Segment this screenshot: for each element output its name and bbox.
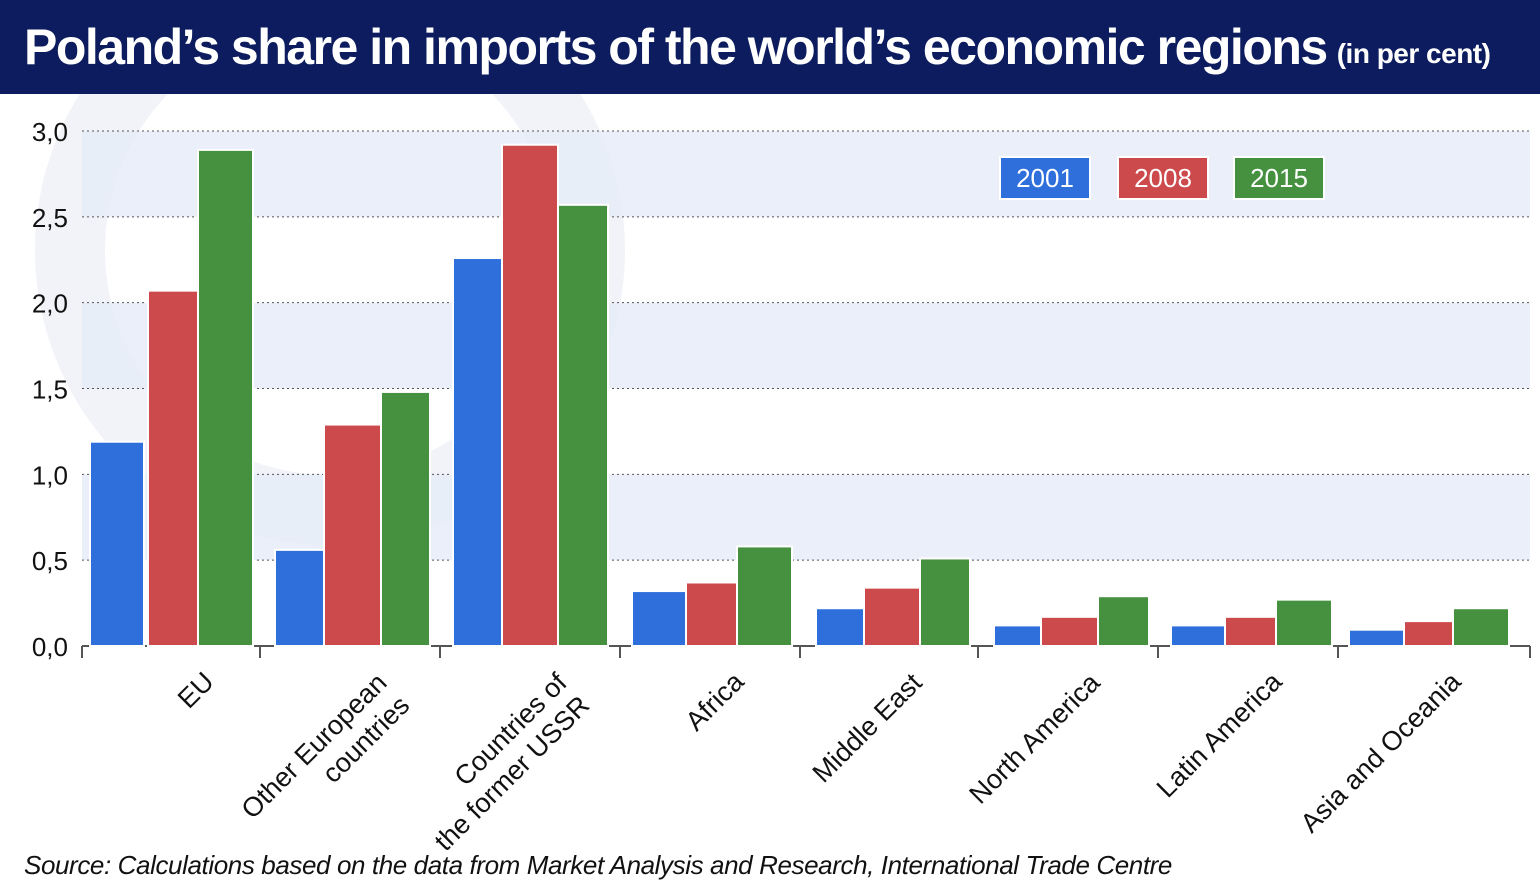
x-category-label: EU <box>172 666 220 714</box>
grid-band <box>82 474 1530 561</box>
source-note: Source: Calculations based on the data f… <box>24 850 1172 880</box>
x-category-label: Latin America <box>1151 666 1289 804</box>
x-category-label-line: North America <box>963 667 1106 810</box>
x-category-label: Africa <box>680 666 751 737</box>
bar-2001 <box>89 440 145 648</box>
grid-band <box>82 302 1530 389</box>
y-tick-label: 2,0 <box>32 289 68 319</box>
bar-2001 <box>815 607 865 648</box>
y-tick-label: 3,0 <box>32 117 68 147</box>
chart-subtitle: (in per cent) <box>1336 38 1491 69</box>
x-category-label-line: EU <box>172 666 220 714</box>
x-category-label: Middle East <box>807 667 928 788</box>
title-bar: Poland’s share in imports of the world’s… <box>0 0 1540 94</box>
y-tick-label: 1,0 <box>32 460 68 490</box>
bar-2015 <box>197 148 254 648</box>
legend-swatch-2008 <box>1117 156 1209 200</box>
legend-label-2015: 2015 <box>1250 163 1308 193</box>
x-category-label-line: Asia and Oceania <box>1295 666 1468 839</box>
legend-swatch-2001 <box>999 156 1091 200</box>
bar-2001 <box>1348 628 1405 647</box>
x-category-label: Asia and Oceania <box>1295 666 1468 839</box>
bar-2008 <box>501 143 559 647</box>
bar-2015 <box>1452 607 1510 648</box>
legend-swatch-2015 <box>1233 156 1325 200</box>
x-category-label-line: Africa <box>680 666 751 737</box>
bar-2008 <box>863 586 921 647</box>
bar-2015 <box>1275 598 1333 647</box>
bar-chart: 0,0 0,5 1,0 1,5 2,0 2,5 3,0 EU Other Europeancou… <box>32 94 1531 850</box>
bar-2001 <box>1170 624 1226 648</box>
bar-2015 <box>919 557 971 648</box>
bar-2001 <box>452 257 503 648</box>
bar-2015 <box>1097 595 1150 648</box>
y-tick-label: 0,5 <box>32 546 68 576</box>
bar-2001 <box>274 548 325 647</box>
x-category-label-line: Latin America <box>1151 666 1289 804</box>
legend-label-2008: 2008 <box>1134 163 1192 193</box>
legend-label-2001: 2001 <box>1016 163 1074 193</box>
bar-2015 <box>557 203 609 647</box>
bar-2008 <box>1224 615 1277 647</box>
bar-2008 <box>685 581 738 648</box>
x-category-label-line: Middle East <box>807 667 928 788</box>
y-tick-label: 2,5 <box>32 203 68 233</box>
y-tick-label: 0,0 <box>32 632 68 662</box>
bar-2001 <box>993 624 1042 648</box>
bar-2008 <box>1403 620 1454 648</box>
bar-2008 <box>323 423 382 647</box>
bar-2008 <box>1040 615 1099 647</box>
x-category-label: North America <box>963 667 1106 810</box>
bar-2001 <box>631 590 687 648</box>
bar-2015 <box>736 545 793 647</box>
bar-2015 <box>380 390 431 647</box>
y-tick-label: 1,5 <box>32 375 68 405</box>
chart-title: Poland’s share in imports of the world’s… <box>24 19 1328 75</box>
